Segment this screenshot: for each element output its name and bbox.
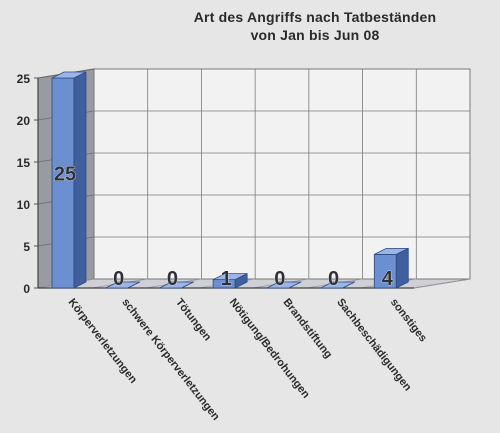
bar-side (395, 247, 409, 289)
data-label: 1 (221, 268, 232, 290)
data-label: 0 (167, 268, 178, 290)
bar-top (212, 273, 248, 281)
bar-1: 25 (51, 71, 87, 289)
bar-5: 0 (266, 268, 302, 290)
data-label: 4 (382, 268, 394, 290)
chart-title-line-1: Art des Angriffs nach Tatbeständen (193, 9, 437, 25)
chart-title-line-2: von Jan bis Jun 08 (250, 27, 380, 43)
x-tick-label: Brandstiftung (280, 296, 334, 360)
bar-4: 1 (212, 268, 248, 290)
bar-top (105, 281, 140, 289)
floor-divider (413, 278, 471, 289)
bar-top (266, 281, 302, 289)
x-tick-label: Tötungen (173, 296, 213, 343)
bar-2: 0 (105, 268, 141, 290)
bar-3: 0 (159, 268, 194, 290)
data-label: 0 (328, 268, 339, 290)
bar-6: 0 (320, 268, 355, 290)
x-tick-label: schwere Körperverletzungen (119, 296, 222, 423)
y-tick-label: 15 (17, 156, 31, 170)
bar-top (320, 281, 355, 289)
x-tick-label: sonstiges (388, 296, 429, 344)
y-tick-label: 5 (23, 240, 30, 254)
data-label: 0 (274, 268, 285, 290)
y-tick-label: 20 (17, 114, 31, 128)
data-label: 25 (54, 164, 76, 186)
data-label: 0 (113, 268, 124, 290)
y-tick-label: 10 (17, 198, 31, 212)
y-tick-label: 0 (23, 282, 30, 296)
back-wall (93, 68, 471, 280)
y-tick-label: 25 (17, 72, 31, 86)
bar-7: 4 (373, 247, 409, 290)
bar-top (51, 71, 87, 79)
bar-top (159, 281, 194, 289)
bar-top (374, 247, 409, 255)
